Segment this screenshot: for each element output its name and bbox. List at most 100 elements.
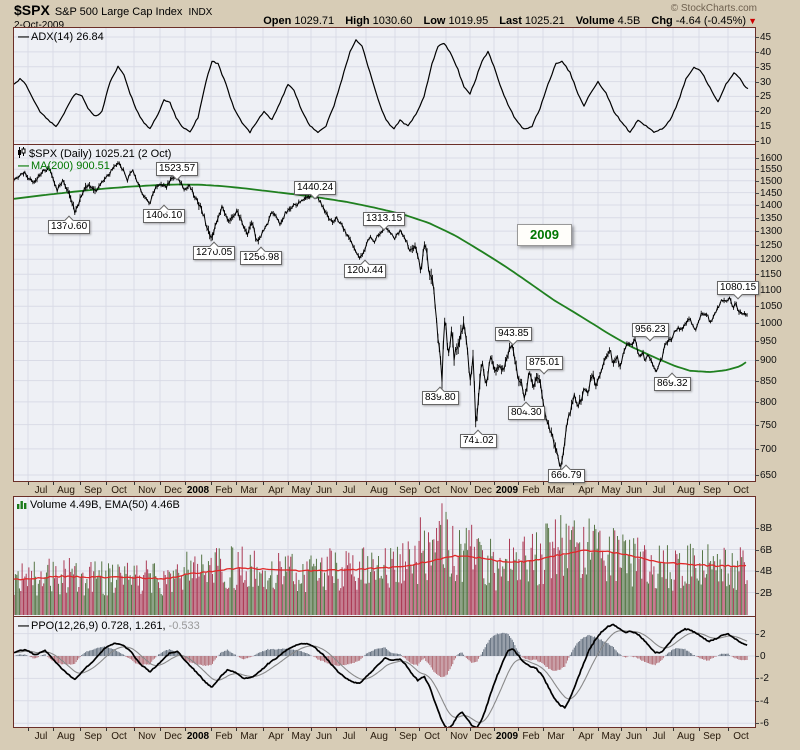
month-tick	[470, 482, 471, 485]
price-ylabel: 1150	[760, 269, 782, 281]
price-ylabel: 1600	[760, 153, 783, 164]
price-ytick	[755, 169, 759, 171]
vol-ytick	[755, 571, 759, 572]
month-label: Nov	[138, 731, 156, 742]
adx-ytick	[755, 111, 759, 113]
month-label: Aug	[57, 485, 75, 496]
month-tick	[236, 482, 237, 485]
month-tick	[134, 482, 135, 485]
exchange-label: INDX	[188, 7, 213, 18]
ppo-ytick	[755, 678, 759, 680]
price-annotation: 1370.60	[48, 215, 91, 234]
price-ylabel: 750	[760, 419, 777, 431]
month-tick	[106, 728, 107, 731]
year-2009-callout: 2009	[517, 224, 572, 246]
price-ylabel: 950	[760, 336, 777, 348]
price-ytick	[755, 192, 759, 194]
month-tick	[494, 482, 495, 485]
month-label: Sep	[703, 485, 721, 496]
month-label: Jul	[342, 485, 356, 496]
price-ylabel: 700	[760, 443, 777, 455]
month-tick	[598, 728, 599, 731]
month-tick	[28, 482, 29, 485]
month-label: Jul	[34, 731, 48, 742]
adx-ylabel: 20	[760, 106, 772, 118]
price-ytick	[755, 424, 759, 426]
price-ylabel: 1450	[760, 187, 783, 199]
month-label: Mar	[240, 485, 258, 496]
month-label: Oct	[733, 731, 749, 742]
vol-ylabel: 6B	[760, 544, 773, 556]
price-ylabel: 1050	[760, 301, 783, 313]
month-tick	[80, 482, 81, 485]
month-label: Sep	[703, 731, 721, 742]
price-annotation: 741.02	[460, 429, 497, 448]
price-ytick	[755, 323, 759, 325]
vol-ylabel: 2B	[760, 587, 773, 599]
month-tick	[53, 728, 54, 731]
price-ylabel: 1550	[760, 164, 783, 176]
adx-ytick	[755, 51, 759, 53]
price-ytick	[755, 244, 759, 246]
month-tick	[470, 728, 471, 731]
month-label: Dec	[474, 731, 492, 742]
price-ytick	[755, 158, 759, 159]
price-ytick	[755, 341, 759, 343]
adx-ytick	[755, 37, 759, 38]
adx-ylabel: 40	[760, 46, 772, 58]
month-label: Aug	[370, 485, 388, 496]
adx-line-swatch-icon: —	[18, 31, 29, 43]
ppo-ylabel: -4	[760, 695, 769, 707]
month-tick	[160, 728, 161, 731]
price-annotation: 956.23	[632, 323, 669, 342]
month-tick	[263, 728, 264, 731]
price-annotation: 869.32	[654, 372, 691, 391]
price-ytick	[755, 306, 759, 308]
month-label: Aug	[677, 485, 695, 496]
ppo-ylabel: 0	[760, 651, 766, 662]
ppo-ytick	[755, 656, 759, 657]
chart-date: 2-Oct-2009	[14, 20, 65, 31]
month-label: Apr	[578, 485, 594, 496]
price-ytick	[755, 217, 759, 219]
adx-ylabel: 25	[760, 91, 772, 103]
adx-ylabel: 30	[760, 76, 772, 88]
month-tick	[28, 728, 29, 731]
month-tick	[395, 728, 396, 731]
month-tick	[395, 482, 396, 485]
vol-ytick	[755, 528, 759, 529]
month-label: Apr	[578, 731, 594, 742]
month-label: Jun	[315, 485, 333, 496]
price-ylabel: 650	[760, 470, 777, 481]
volume-legend: Volume 4.49B, EMA(50) 4.46B	[17, 499, 180, 512]
ppo-panel	[13, 616, 756, 728]
month-label: Feb	[522, 485, 540, 496]
month-tick	[573, 482, 574, 485]
month-label: Aug	[677, 731, 695, 742]
month-tick	[646, 728, 647, 731]
month-tick	[288, 728, 289, 731]
quote-label-high: High	[345, 15, 370, 27]
price-ytick	[755, 274, 759, 276]
month-label: Aug	[370, 731, 388, 742]
ppo-chart	[14, 617, 755, 727]
month-tick	[185, 728, 186, 731]
month-tick	[419, 482, 420, 485]
price-ytick	[755, 231, 759, 233]
adx-ytick	[755, 126, 759, 128]
quote-value-last: 1025.21	[524, 15, 565, 27]
price-ylabel: 1000	[760, 318, 783, 330]
month-tick	[53, 482, 54, 485]
ppo-ytick	[755, 700, 759, 702]
month-tick	[621, 728, 622, 731]
index-name: S&P 500 Large Cap Index	[54, 6, 183, 18]
vol-chart	[14, 497, 755, 617]
ticker-symbol: $SPX	[14, 2, 50, 18]
month-label: Sep	[84, 731, 102, 742]
copyright-text: © StockCharts.com	[670, 3, 757, 14]
year-label: 2008	[186, 485, 210, 496]
month-tick	[263, 482, 264, 485]
month-tick	[311, 482, 312, 485]
month-label: Jul	[652, 485, 666, 496]
month-tick	[699, 728, 700, 731]
